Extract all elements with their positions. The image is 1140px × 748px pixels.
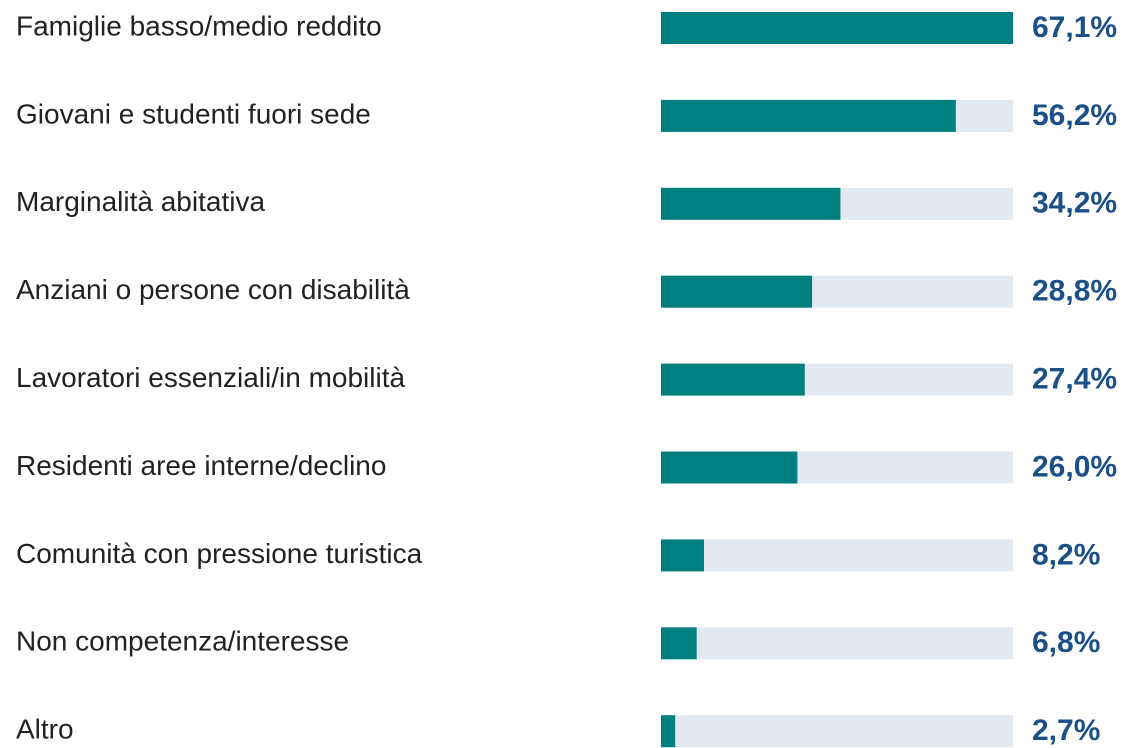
bar-track — [661, 539, 1013, 572]
bar — [661, 275, 813, 308]
category-label: Lavoratori essenziali/in mobilità — [16, 362, 406, 393]
bar-track — [661, 627, 1013, 660]
category-label: Comunità con pressione turistica — [16, 538, 423, 569]
value-label: 28,8% — [1032, 275, 1117, 308]
bar — [661, 627, 697, 660]
category-label: Non competenza/interesse — [16, 626, 349, 657]
bar — [661, 99, 956, 132]
category-label: Marginalità abitativa — [16, 186, 265, 217]
bar — [661, 187, 841, 220]
category-label: Altro — [16, 714, 74, 745]
value-label: 26,0% — [1032, 450, 1117, 483]
bar — [661, 363, 805, 396]
bar — [661, 715, 676, 748]
value-label: 34,2% — [1032, 187, 1117, 220]
category-label: Anziani o persone con disabilità — [16, 274, 410, 305]
bar — [661, 12, 1013, 44]
value-label: 2,7% — [1032, 714, 1100, 747]
value-label: 8,2% — [1032, 538, 1100, 571]
category-label: Giovani e studenti fuori sede — [16, 98, 371, 129]
category-label: Famiglie basso/medio reddito — [16, 10, 382, 41]
value-label: 56,2% — [1032, 99, 1117, 132]
value-label: 67,1% — [1032, 11, 1117, 44]
value-label: 27,4% — [1032, 363, 1117, 396]
value-label: 6,8% — [1032, 626, 1100, 659]
category-label: Residenti aree interne/declino — [16, 450, 386, 481]
bar-track — [661, 715, 1013, 748]
bar — [661, 451, 798, 484]
bar — [661, 539, 705, 572]
